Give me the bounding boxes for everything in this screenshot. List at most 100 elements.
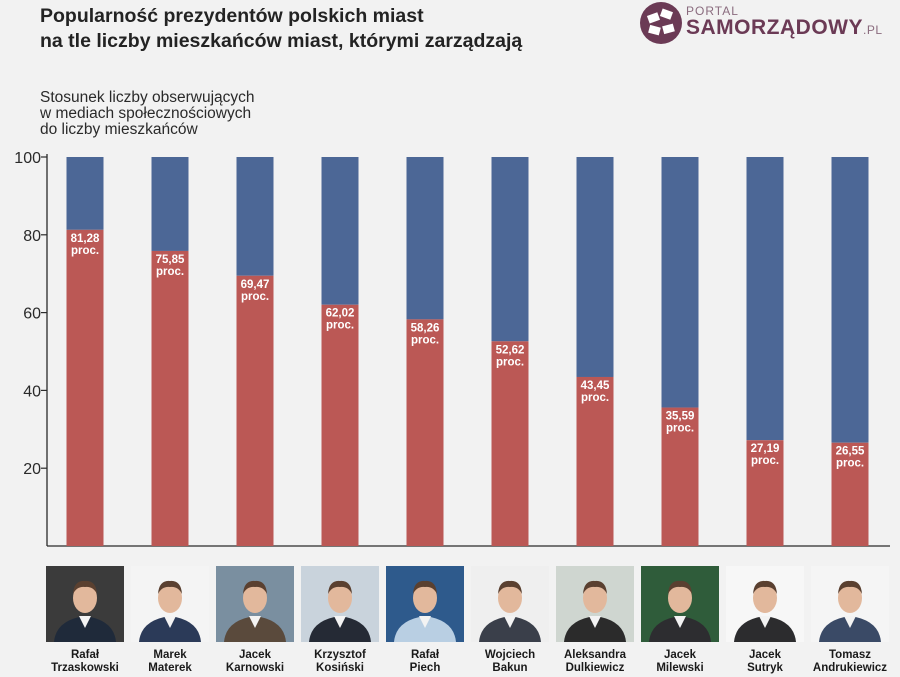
data-label-unit: proc. (411, 334, 439, 346)
data-label-unit: proc. (241, 291, 269, 303)
y-axis-label-line-3: do liczby mieszkańców (40, 121, 198, 138)
mayor-card: Tomasz Andrukiewicz (811, 566, 889, 675)
mayor-first-name: Krzysztof (314, 649, 366, 661)
mayor-name: Rafał Trzaskowski (46, 649, 124, 675)
bar-upper-segment (151, 157, 189, 251)
data-label-value: 58,26 (411, 322, 440, 334)
portal-logo[interactable]: PORTAL SAMORZĄDOWY.PL (637, 0, 897, 46)
mayor-name: Jacek Sutryk (726, 649, 804, 675)
bar-lower-segment (151, 250, 189, 547)
mayor-name: Jacek Milewski (641, 649, 719, 675)
mayor-first-name: Tomasz (829, 649, 871, 661)
data-label-value: 75,85 (156, 254, 185, 266)
portrait-placeholder-icon (471, 566, 549, 642)
mayor-card: Krzysztof Kosiński (301, 566, 379, 675)
mayor-first-name: Jacek (664, 649, 696, 661)
mayor-last-name: Materek (148, 662, 192, 674)
logo-small-text: PORTAL (686, 4, 739, 18)
portrait-photo (46, 566, 124, 642)
portrait-photo (726, 566, 804, 642)
bar-lower-segment (491, 341, 529, 546)
portrait-photo (471, 566, 549, 642)
bar-upper-segment (236, 157, 274, 276)
data-label-unit: proc. (326, 320, 354, 332)
mayor-card: Jacek Milewski (641, 566, 719, 675)
y-axis-label-line-2: w mediach społecznościowych (40, 105, 252, 122)
logo-emblem-icon (640, 2, 682, 44)
y-tick-label: 60 (23, 306, 41, 323)
portrait-placeholder-icon (641, 566, 719, 642)
data-label-value: 27,19 (751, 443, 780, 455)
y-axis-label: Stosunek liczby obserwujących w mediach … (40, 90, 320, 138)
data-label-value: 43,45 (581, 380, 610, 392)
y-tick-label: 100 (14, 150, 41, 167)
mayor-name: Krzysztof Kosiński (301, 649, 379, 675)
portrait-photo (131, 566, 209, 642)
mayor-card: Rafał Piech (386, 566, 464, 675)
mayor-last-name: Dulkiewicz (565, 662, 625, 674)
mayor-first-name: Wojciech (484, 649, 536, 661)
mayor-name: Rafał Piech (386, 649, 464, 675)
bar-upper-segment (831, 157, 869, 443)
data-label-value: 26,55 (836, 446, 865, 458)
data-label-unit: proc. (581, 392, 609, 404)
mayor-name: Jacek Karnowski (216, 649, 294, 675)
portrait-placeholder-icon (301, 566, 379, 642)
bar-upper-segment (576, 157, 614, 377)
title-line-2: na tle liczby mieszkańców miast, którymi… (40, 30, 523, 52)
mayor-card: Aleksandra Dulkiewicz (556, 566, 634, 675)
bar-lower-segment (576, 376, 614, 546)
bar-lower-segment (236, 275, 274, 546)
bar-upper-segment (66, 157, 104, 230)
mayor-first-name: Rafał (410, 649, 440, 661)
mayor-card: Marek Materek (131, 566, 209, 675)
portrait-placeholder-icon (131, 566, 209, 642)
mayor-card: Rafał Trzaskowski (46, 566, 124, 675)
portrait-placeholder-icon (811, 566, 889, 642)
bar-lower-segment (746, 440, 784, 546)
portrait-placeholder-icon (726, 566, 804, 642)
portrait-placeholder-icon (46, 566, 124, 642)
data-label-value: 52,62 (496, 344, 525, 356)
mayor-name: Wojciech Bakun (471, 649, 549, 675)
logo-suffix-text: .PL (863, 23, 883, 37)
mayor-name: Marek Materek (131, 649, 209, 675)
bar-lower-segment (661, 407, 699, 546)
data-label-unit: proc. (71, 245, 99, 257)
portrait-photo (641, 566, 719, 642)
data-label-value: 69,47 (241, 279, 270, 291)
portrait-placeholder-icon (216, 566, 294, 642)
title-line-1: Popularność prezydentów polskich miast (40, 5, 424, 27)
logo-main-text: SAMORZĄDOWY (686, 16, 863, 39)
mayor-last-name: Sutryk (747, 662, 783, 674)
mayor-last-name: Karnowski (225, 662, 285, 674)
bar-upper-segment (321, 157, 359, 305)
mayor-last-name: Trzaskowski (51, 662, 119, 674)
portrait-placeholder-icon (386, 566, 464, 642)
y-tick-label: 20 (23, 461, 41, 478)
portrait-photo (216, 566, 294, 642)
y-axis-label-line-1: Stosunek liczby obserwujących (40, 89, 255, 106)
mayor-first-name: Marek (153, 649, 187, 661)
mayor-last-name: Andrukiewicz (812, 662, 888, 674)
portrait-photo (556, 566, 634, 642)
data-label-value: 35,59 (666, 411, 695, 423)
portrait-placeholder-icon (556, 566, 634, 642)
chart-title: Popularność prezydentów polskich miast n… (40, 4, 640, 54)
mayor-last-name: Milewski (656, 662, 704, 674)
mayor-last-name: Piech (409, 662, 441, 674)
portrait-photo (811, 566, 889, 642)
bar-lower-segment (66, 229, 104, 546)
mayor-first-name: Aleksandra (563, 649, 626, 661)
stacked-bar-chart: 2040608010081,28proc.75,85proc.69,47proc… (14, 150, 890, 547)
mayor-portraits-row: Rafał Trzaskowski Marek Materek Jacek Karnows… (0, 566, 900, 677)
mayor-last-name: Kosiński (316, 662, 364, 674)
bar-upper-segment (746, 157, 784, 441)
data-label-unit: proc. (496, 356, 524, 368)
logo-text: SAMORZĄDOWY.PL (686, 16, 883, 40)
portrait-photo (386, 566, 464, 642)
data-label-unit: proc. (751, 455, 779, 467)
mayor-card: Jacek Sutryk (726, 566, 804, 675)
bar-upper-segment (406, 157, 444, 320)
mayor-name: Tomasz Andrukiewicz (811, 649, 889, 675)
